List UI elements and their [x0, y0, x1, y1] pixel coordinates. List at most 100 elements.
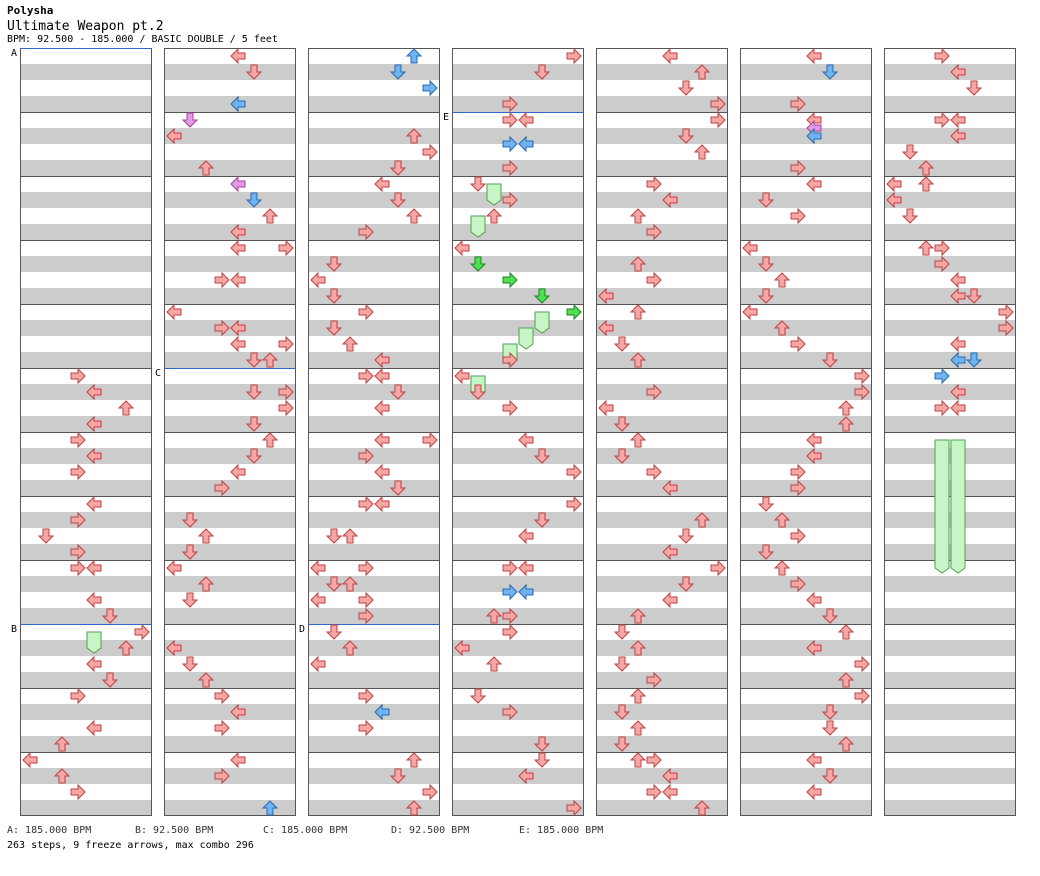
step-arrow: [886, 175, 902, 193]
step-arrow: [374, 367, 390, 385]
beat-band: [308, 352, 440, 368]
step-arrow: [806, 639, 822, 657]
step-arrow: [821, 352, 839, 368]
step-arrow: [950, 127, 966, 145]
beat-band: [884, 512, 1016, 528]
beat-band: [884, 384, 1016, 400]
step-arrow: [629, 304, 647, 320]
beat-band: [740, 96, 872, 112]
step-arrow: [181, 656, 199, 672]
step-arrow: [230, 47, 246, 65]
bpm-change-b: B: 92.500 BPM: [135, 825, 214, 836]
step-arrow: [677, 576, 695, 592]
step-arrow: [166, 303, 182, 321]
step-arrow: [790, 479, 806, 497]
step-arrow: [86, 719, 102, 737]
freeze-arrow: [534, 311, 550, 334]
step-arrow: [117, 400, 135, 416]
step-stats: 263 steps, 9 freeze arrows, max combo 29…: [7, 840, 254, 851]
beat-band: [596, 768, 728, 784]
step-arrow: [485, 608, 503, 624]
beat-band: [452, 288, 584, 304]
step-arrow: [422, 79, 438, 97]
beat-band: [20, 160, 152, 176]
step-arrow: [197, 528, 215, 544]
beat-band: [308, 320, 440, 336]
section-marker: E: [443, 112, 449, 123]
step-arrow: [790, 335, 806, 353]
step-arrow: [325, 320, 343, 336]
beat-band: [740, 224, 872, 240]
step-arrow: [646, 783, 662, 801]
step-arrow: [214, 719, 230, 737]
step-arrow: [502, 111, 518, 129]
beat-band: [164, 672, 296, 688]
beat-band: [452, 192, 584, 208]
beat-band: [884, 96, 1016, 112]
beat-band: [884, 608, 1016, 624]
beat-band: [20, 480, 152, 496]
freeze-arrow: [518, 327, 534, 350]
beat-band: [164, 704, 296, 720]
step-arrow: [374, 703, 390, 721]
step-arrow: [821, 720, 839, 736]
step-arrow: [854, 383, 870, 401]
step-arrow: [629, 608, 647, 624]
step-arrow: [854, 367, 870, 385]
beat-band: [740, 384, 872, 400]
step-arrow: [757, 496, 775, 512]
section-marker: C: [155, 368, 161, 379]
step-arrow: [533, 64, 551, 80]
beat-band: [452, 640, 584, 656]
step-arrow: [358, 367, 374, 385]
step-arrow: [629, 720, 647, 736]
column-border: [884, 48, 1016, 816]
step-arrow: [646, 463, 662, 481]
step-arrow: [518, 431, 534, 449]
bpm-change-e: E: 185.000 BPM: [519, 825, 604, 836]
beat-band: [164, 480, 296, 496]
step-arrow: [566, 303, 582, 321]
step-arrow: [806, 431, 822, 449]
beat-band: [740, 416, 872, 432]
step-arrow: [389, 480, 407, 496]
beat-band: [20, 512, 152, 528]
step-arrow: [757, 192, 775, 208]
step-arrow: [965, 352, 983, 368]
beat-band: [308, 288, 440, 304]
freeze-arrow: [470, 215, 486, 238]
step-arrow: [837, 416, 855, 432]
step-arrow: [646, 383, 662, 401]
step-arrow: [934, 111, 950, 129]
step-arrow: [646, 223, 662, 241]
step-arrow: [566, 495, 582, 513]
step-arrow: [821, 64, 839, 80]
step-arrow: [598, 319, 614, 337]
step-arrow: [214, 767, 230, 785]
beat-band: [884, 544, 1016, 560]
step-arrow: [821, 608, 839, 624]
step-arrow: [950, 383, 966, 401]
step-arrow: [358, 303, 374, 321]
step-arrow: [230, 239, 246, 257]
step-arrow: [742, 303, 758, 321]
beat-band: [164, 608, 296, 624]
beat-band: [164, 288, 296, 304]
chart-column: [884, 48, 1016, 816]
beat-band: [740, 736, 872, 752]
step-arrow: [245, 64, 263, 80]
step-arrow: [662, 479, 678, 497]
step-arrow: [358, 447, 374, 465]
beat-band: [596, 96, 728, 112]
step-arrow: [389, 160, 407, 176]
step-arrow: [502, 135, 518, 153]
step-arrow: [790, 207, 806, 225]
beat-band: [164, 544, 296, 560]
beat-band: [308, 160, 440, 176]
beat-band: [308, 128, 440, 144]
beat-band: [452, 160, 584, 176]
step-arrow: [230, 335, 246, 353]
step-arrow: [214, 271, 230, 289]
step-arrow: [389, 768, 407, 784]
step-arrow: [245, 352, 263, 368]
